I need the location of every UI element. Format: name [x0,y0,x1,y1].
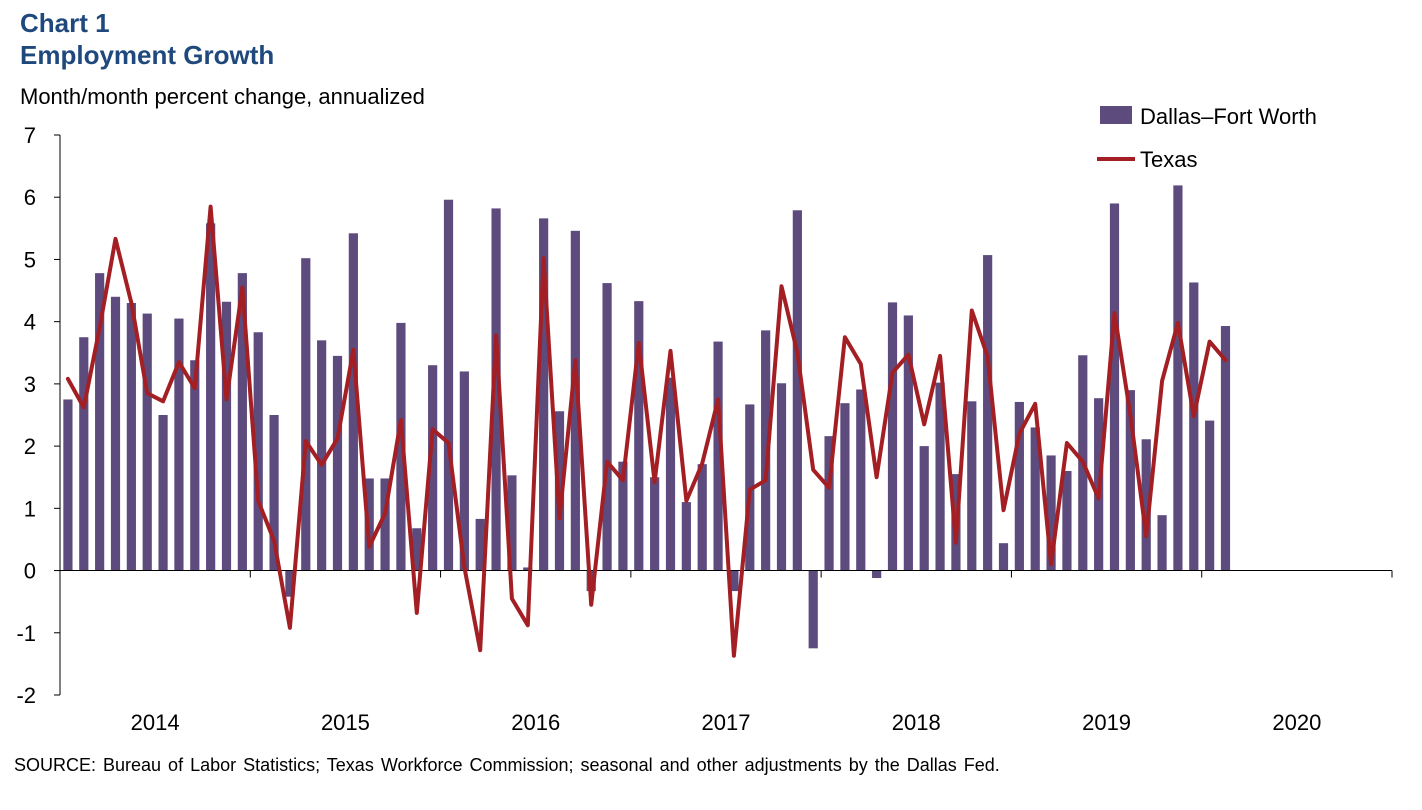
y-tick-label: -2 [16,683,36,708]
dfw-bar [348,233,358,571]
dfw-bar [1125,390,1135,571]
y-tick-label: 6 [24,185,36,210]
texas-line-group [65,204,1228,658]
x-tick-label: 2014 [131,710,180,735]
dfw-bar [63,399,73,571]
legend: Dallas–Fort Worth Texas [1097,104,1317,172]
y-tick-label: 7 [24,123,36,148]
legend-label-texas: Texas [1140,147,1197,172]
chart-title: Employment Growth [20,40,275,70]
dfw-bar [983,255,993,571]
dfw-bar [539,218,549,571]
dfw-bar [1205,420,1215,571]
y-tick-label: 4 [24,310,36,335]
dfw-bar [158,415,168,571]
dfw-bar [903,315,913,571]
dfw-bar [729,570,739,592]
dfw-bar [110,296,121,571]
legend-swatch-dfw [1100,106,1132,124]
dfw-bar [1014,401,1024,571]
dfw-bar [856,389,866,571]
y-tick-label: 3 [24,372,36,397]
dfw-bar [1141,439,1151,571]
dfw-bar [792,210,802,571]
legend-label-dfw: Dallas–Fort Worth [1140,104,1317,129]
dfw-bar [570,230,580,571]
y-tick-label: 1 [24,496,36,521]
dfw-bar [507,475,517,571]
dfw-bar [317,340,327,571]
dfw-bar [935,382,945,571]
dfw-bar [1220,326,1231,571]
chart-number: Chart 1 [20,8,110,38]
dfw-bar [269,415,279,571]
dfw-bar [650,477,660,571]
x-axis: 2014 2015 2016 2017 2018 2019 2020 [59,570,1393,735]
dfw-bar [79,337,89,571]
dfw-bar [919,446,929,571]
dfw-bar [824,436,834,571]
dfw-bar [1157,515,1167,571]
dfw-bar [1189,282,1199,571]
dfw-bar [840,403,850,571]
dfw-bar [681,502,691,571]
dfw-bar [126,303,136,571]
texas-line [65,204,1228,658]
dfw-bar [396,322,406,571]
dfw-bar [1062,471,1072,571]
dfw-bar [1109,203,1120,571]
x-tick-label: 2019 [1082,710,1131,735]
y-tick-label: -1 [16,621,36,646]
y-axis: -2 -1 0 1 2 3 4 5 6 7 [16,123,61,708]
dfw-bar [221,301,232,571]
dfw-bar [142,313,152,571]
dfw-bar [713,341,723,571]
y-tick-label: 2 [24,434,36,459]
dfw-bar [602,283,612,571]
dfw-bar [1173,185,1183,571]
dfw-bar [206,223,216,571]
x-tick-label: 2017 [702,710,751,735]
dfw-bar [380,478,390,571]
dfw-bar [285,570,295,597]
dfw-bar [523,567,533,571]
dfw-bar [1030,427,1040,571]
dfw-bar [253,332,263,571]
dfw-bar [634,301,644,571]
dfw-bar [332,355,343,571]
employment-growth-chart: -2 -1 0 1 2 3 4 5 6 7 2014 2015 2016 2017 2018 2019 202… [16,104,1393,735]
x-tick-label: 2016 [511,710,560,735]
dfw-bar [776,383,787,571]
x-tick-label: 2020 [1272,710,1321,735]
y-tick-label: 5 [24,247,36,272]
dfw-bar [1046,455,1056,571]
dfw-bar [665,377,676,571]
dfw-bar [998,543,1009,571]
dfw-bar [967,401,977,571]
x-tick-label: 2015 [321,710,370,735]
dfw-bar [459,371,469,571]
dfw-bar [301,258,311,571]
dfw-bar [428,365,438,571]
dfw-bar [174,318,184,571]
dfw-bar [475,518,485,571]
dfw-bar [491,208,501,571]
dfw-bar [697,464,707,571]
dfw-bar [761,330,771,571]
dfw-bar [618,461,628,571]
x-tick-label: 2018 [892,710,941,735]
dfw-bar [872,570,882,579]
source-note: SOURCE: Bureau of Labor Statistics; Texa… [14,755,1000,775]
dfw-bar [412,528,422,571]
dfw-bar [887,302,898,571]
dfw-bar [95,273,105,571]
dfw-bar [190,360,200,571]
y-tick-label: 0 [24,559,36,584]
dfw-bar [443,199,454,571]
y-axis-label: Month/month percent change, annualized [20,84,425,109]
dfw-bar [808,570,818,649]
dfw-bar [237,273,247,571]
